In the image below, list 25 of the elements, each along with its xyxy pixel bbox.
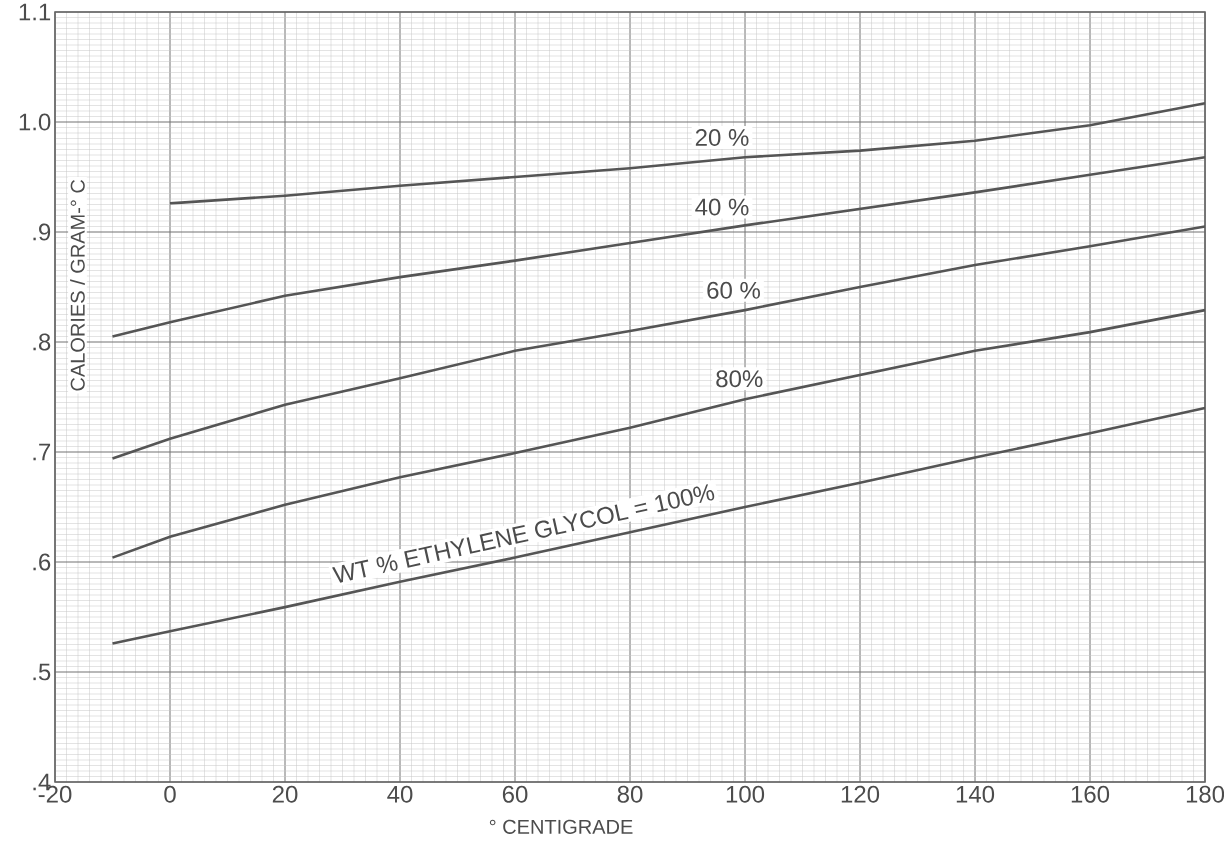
y-tick-label: .7 [33, 443, 51, 461]
y-tick-label: .9 [33, 223, 51, 241]
series-label: 40 % [695, 198, 749, 216]
y-tick-label: .8 [33, 333, 51, 351]
y-axis-title: CALORIES / GRAM-° C [70, 179, 85, 391]
y-tick-label: .6 [33, 553, 51, 571]
x-tick-label: 140 [956, 785, 995, 803]
x-axis-title: ° CENTIGRADE [489, 819, 633, 834]
x-tick-label: 0 [164, 785, 176, 803]
series-label: 20 % [695, 129, 749, 146]
series-label: 60 % [707, 281, 760, 299]
line-series [111, 406, 1206, 645]
x-tick-label: 20 [272, 785, 298, 803]
x-tick-label: 100 [726, 785, 765, 803]
x-tick-label: 80 [617, 785, 643, 803]
x-tick-label: 60 [502, 785, 528, 803]
series-label: 80% [716, 370, 763, 388]
y-tick-label: 1.1 [19, 3, 51, 21]
x-tick-label: 160 [1071, 785, 1110, 803]
x-tick-label: 40 [387, 785, 413, 803]
x-tick-label: 180 [1186, 785, 1224, 803]
y-tick-label: .5 [33, 663, 51, 681]
y-tick-label: 1.0 [19, 113, 51, 131]
x-tick-label: 120 [841, 785, 880, 803]
line-series [111, 225, 1206, 460]
